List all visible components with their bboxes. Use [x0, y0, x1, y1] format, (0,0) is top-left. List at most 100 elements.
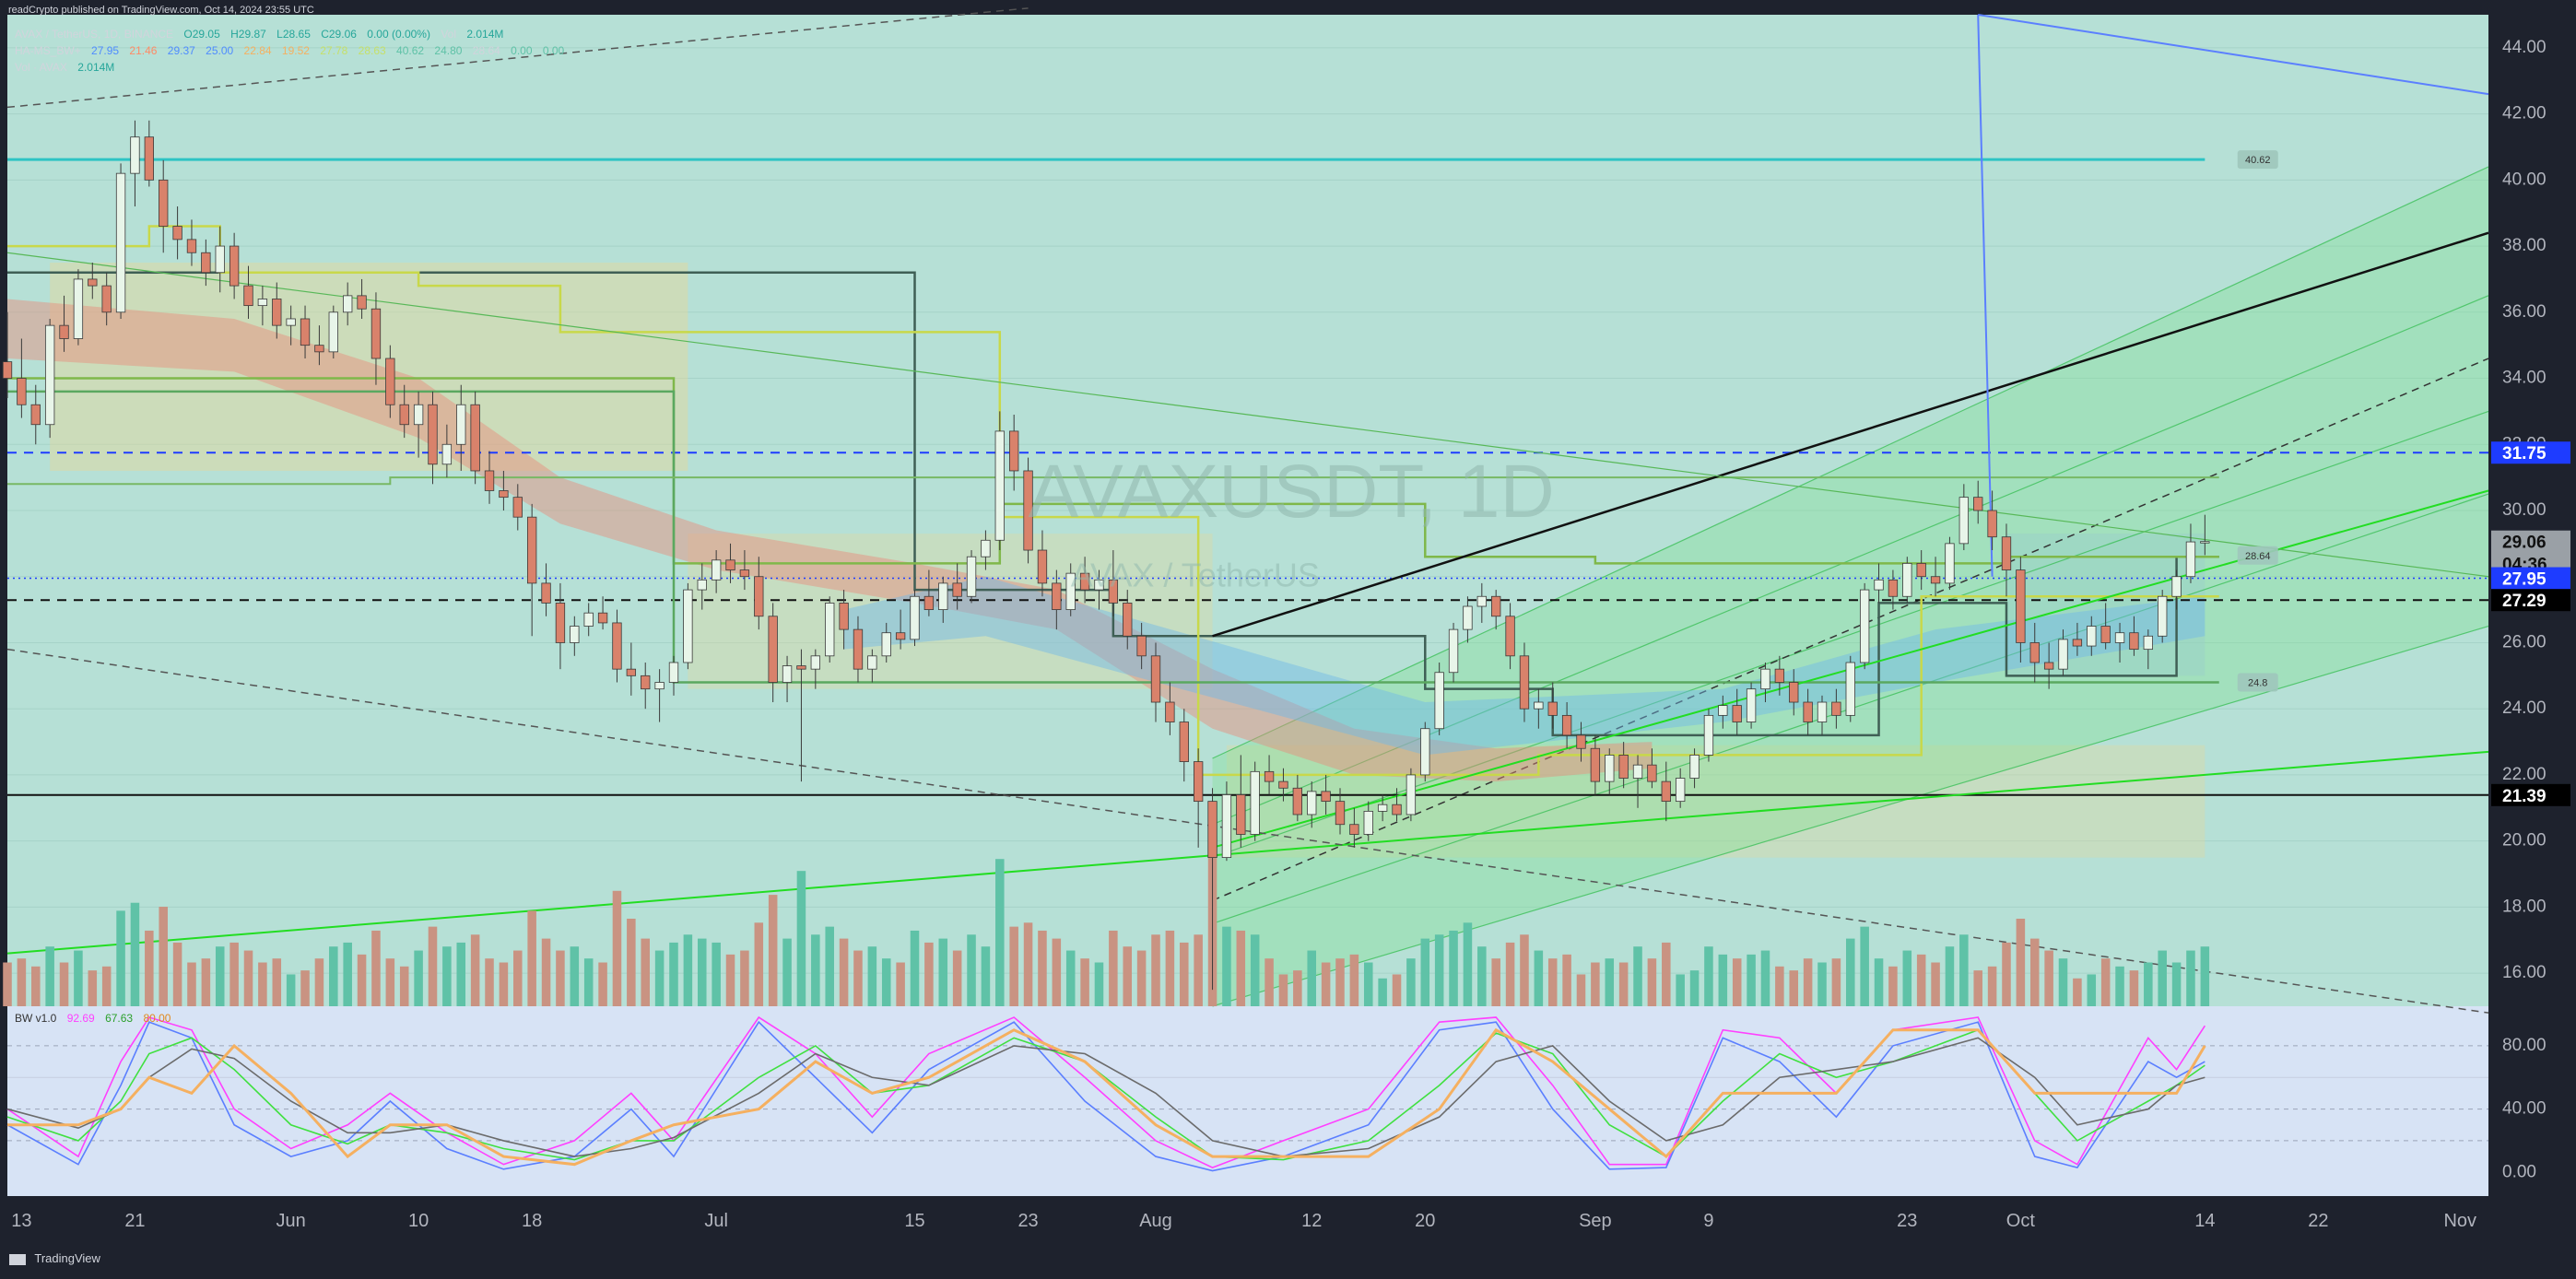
- volume-bar: [357, 954, 367, 1006]
- volume-bar: [2044, 950, 2053, 1006]
- candle-body: [1874, 579, 1884, 591]
- candle-body: [115, 172, 126, 313]
- watermark-name: AVAX / TetherUS: [1071, 556, 1320, 593]
- volume-bar: [654, 950, 665, 1006]
- candle-body: [1321, 791, 1331, 803]
- candle-body: [1250, 770, 1260, 835]
- chart-value-tag-text: 40.62: [2245, 155, 2271, 166]
- volume-bar: [1831, 958, 1841, 1006]
- volume-legend-value: 2.014M: [77, 61, 115, 74]
- volume-bar: [300, 970, 310, 1006]
- oscillator-value-pink: 92.69: [66, 1012, 95, 1025]
- volume-bar: [1846, 938, 1855, 1006]
- indicator-name[interactable]: HA-MS_BW+: [15, 44, 81, 57]
- volume-bar: [712, 942, 721, 1006]
- volume-bar: [952, 950, 962, 1006]
- time-axis-tick: 20: [1415, 1211, 1435, 1231]
- volume-bar: [243, 950, 253, 1006]
- trendline-dashed-down: [6, 648, 2489, 1014]
- candle-body: [1207, 801, 1217, 858]
- legend-close: C29.06: [321, 28, 357, 41]
- volume-bar: [428, 926, 438, 1006]
- volume-bar: [201, 958, 211, 1006]
- candle-body: [314, 345, 324, 353]
- volume-bar: [697, 938, 707, 1006]
- time-axis-tick: Nov: [2443, 1211, 2476, 1231]
- time-axis-tick: 15: [904, 1211, 924, 1231]
- volume-bar: [910, 930, 920, 1006]
- volume-bar: [1250, 934, 1260, 1006]
- price-axis-tick: 34.00: [2502, 369, 2547, 388]
- candle-body: [1547, 701, 1558, 716]
- time-axis-tick: Jul: [704, 1211, 728, 1231]
- candle-body: [1037, 549, 1048, 584]
- candle-body: [526, 516, 537, 584]
- volume-bar: [1505, 942, 1515, 1006]
- candle-body: [88, 278, 98, 287]
- indicator-legend: HA-MS_BW+ 27.95 21.46 29.37 25.00 22.84 …: [15, 44, 571, 57]
- volume-bar: [1194, 934, 1203, 1006]
- volume-bar: [1236, 930, 1246, 1006]
- candle-body: [2129, 632, 2139, 651]
- oscillator-axis-tick: 0.00: [2502, 1162, 2536, 1181]
- volume-bar: [1052, 938, 1062, 1006]
- volume-bar: [811, 934, 820, 1006]
- candle-body: [441, 443, 453, 465]
- candle-body: [385, 358, 395, 405]
- volume-bar: [116, 910, 125, 1006]
- candle-body: [30, 404, 41, 426]
- candle-body: [1193, 761, 1204, 803]
- price-label: [2491, 441, 2570, 464]
- candle-body: [1221, 794, 1232, 858]
- trendline-green-low: [6, 750, 2489, 955]
- time-axis-tick: 14: [2194, 1211, 2215, 1231]
- candle-body: [1689, 755, 1700, 779]
- candle-body: [1618, 755, 1629, 779]
- candle-body: [1335, 801, 1346, 826]
- candle-body: [1789, 682, 1799, 703]
- candle-body: [101, 285, 112, 313]
- volume-bar: [1349, 954, 1359, 1006]
- price-axis-tick: 26.00: [2502, 632, 2547, 651]
- volume-bar: [2200, 946, 2210, 1006]
- candle-body: [612, 622, 622, 670]
- oscillator-name[interactable]: BW v1.0: [15, 1012, 57, 1025]
- volume-bar: [229, 942, 239, 1006]
- volume-bar: [641, 938, 650, 1006]
- volume-bar: [1038, 930, 1047, 1006]
- candle-body: [754, 576, 764, 617]
- legend-vol-value: 2.014M: [466, 28, 504, 41]
- volume-bar: [1860, 926, 1869, 1006]
- candle-body: [159, 179, 169, 227]
- volume-bar: [2129, 970, 2139, 1006]
- volume-bar: [867, 946, 877, 1006]
- candle-body: [1718, 705, 1728, 716]
- candle-body: [2072, 639, 2083, 647]
- volume-bar: [2029, 938, 2040, 1006]
- volume-bar: [1760, 950, 1770, 1006]
- volume-bar: [627, 919, 636, 1006]
- indicator-value: 0.00: [542, 44, 565, 57]
- time-axis-background: [0, 1196, 2576, 1244]
- volume-bar: [172, 942, 182, 1006]
- price-label-text: 27.29: [2502, 592, 2547, 611]
- candle-body: [1987, 510, 1997, 538]
- tradingview-footer[interactable]: TradingView: [9, 1251, 100, 1265]
- legend-symbol[interactable]: AVAX / TetherUS, 1D, BINANCE: [15, 28, 174, 41]
- volume-bar: [2016, 919, 2026, 1006]
- candle-body: [1420, 728, 1430, 776]
- indicator-value: 24.80: [434, 44, 463, 57]
- candle-body: [555, 603, 566, 643]
- candle-body: [44, 324, 55, 426]
- volume-bar: [1307, 950, 1316, 1006]
- oscillator-value-orange: 80.00: [143, 1012, 171, 1025]
- volume-legend-label[interactable]: Vol · AVAX: [15, 61, 67, 74]
- candle-body: [1363, 810, 1373, 835]
- step-line-low: [7, 476, 2219, 486]
- volume-bar: [45, 946, 54, 1006]
- volume-bar: [725, 954, 735, 1006]
- volume-bar: [159, 907, 168, 1006]
- trendline-dashed-top: [6, 7, 1029, 109]
- indicator-value: 19.52: [281, 44, 310, 57]
